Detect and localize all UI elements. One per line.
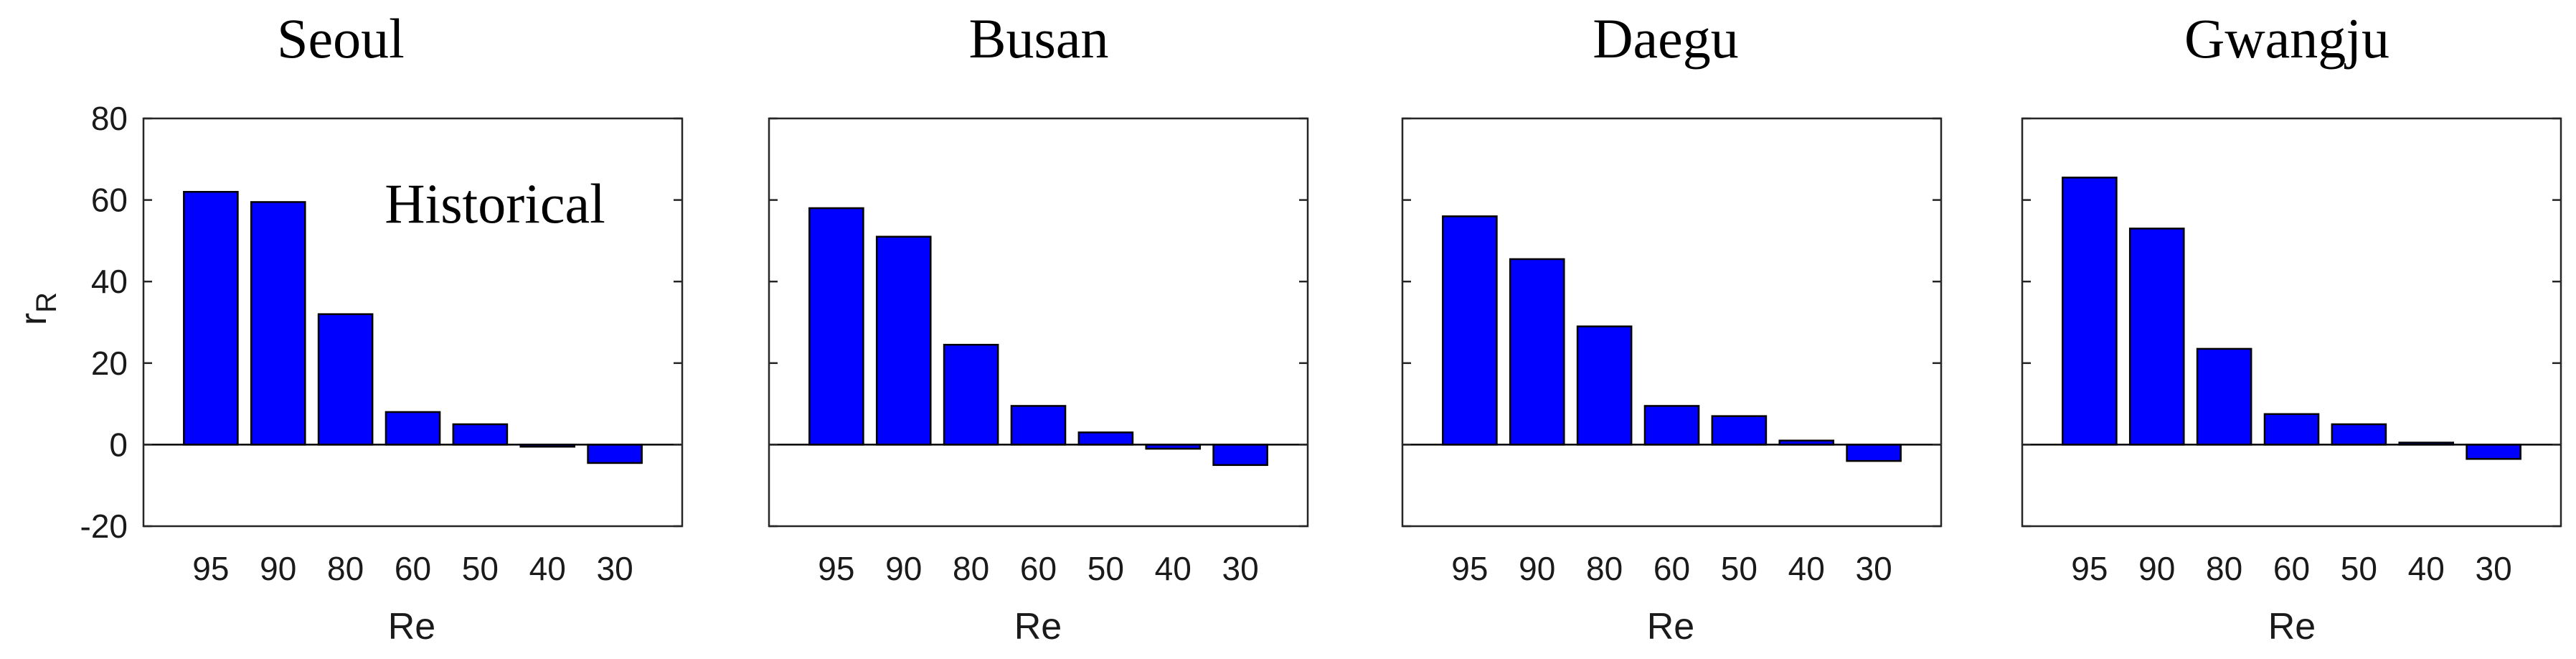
- y-axis-label-sub: R: [31, 292, 62, 313]
- x-tick-label: 40: [1155, 550, 1192, 587]
- y-tick-label: 80: [91, 100, 128, 137]
- annotation-historical: Historical: [384, 172, 605, 235]
- panel-title: Seoul: [277, 7, 405, 70]
- bar-80: [317, 313, 374, 446]
- bar-90: [250, 201, 306, 446]
- bar-30: [1846, 444, 1902, 462]
- x-axis-label: Re: [1014, 606, 1062, 648]
- x-tick-label: 95: [1451, 550, 1488, 587]
- x-tick-label: 60: [1653, 550, 1690, 587]
- chart-panel-seoul: Seoul -20 0 20 40 60 80 95 90 80 60 50 40 30 Histor…: [80, 7, 684, 648]
- x-tick-label: 90: [2138, 550, 2175, 587]
- bar-30: [1212, 444, 1268, 467]
- bar-60: [2263, 413, 2320, 446]
- x-axis-label: Re: [2268, 606, 2316, 648]
- y-ticks: [2022, 117, 2561, 528]
- x-tick-label: 90: [1519, 550, 1555, 587]
- y-ticks: [1402, 117, 1941, 528]
- bar-90: [1509, 258, 1565, 446]
- bar-80: [1576, 325, 1633, 446]
- chart-panel-busan: Busan 95 90 80 60 50 40 30 Re: [768, 7, 1309, 648]
- bar-50: [2331, 423, 2387, 446]
- bar-90: [2128, 228, 2185, 446]
- x-tick-label: 95: [192, 550, 229, 587]
- bar-95: [2062, 177, 2118, 446]
- bar-60: [384, 411, 441, 446]
- x-axis-label: Re: [1647, 606, 1694, 648]
- y-ticks: [769, 117, 1308, 528]
- bar-50: [1711, 415, 1768, 446]
- x-tick-label: 90: [260, 550, 296, 587]
- plot-frame: [1401, 117, 1943, 528]
- y-tick-label: 0: [109, 426, 128, 463]
- x-axis-label: Re: [388, 606, 435, 648]
- bar-95: [808, 207, 864, 446]
- x-ticks: 95 90 80 60 50 40 30: [2071, 550, 2511, 587]
- bar-80: [943, 343, 999, 446]
- plot-frame: [768, 117, 1309, 528]
- x-tick-label: 30: [597, 550, 633, 587]
- x-tick-label: 40: [2408, 550, 2445, 587]
- bar-group: [2062, 177, 2521, 460]
- x-ticks: 95 90 80 60 50 40 30: [1451, 550, 1892, 587]
- bar-80: [2196, 347, 2252, 446]
- y-tick-label: 20: [91, 345, 128, 382]
- chart-panel-daegu: Daegu 95 90 80 60 50 40 30 Re: [1401, 7, 1943, 648]
- bar-50: [1077, 431, 1134, 446]
- x-tick-label: 60: [395, 550, 431, 587]
- chart-panel-gwangju: Gwangju 95 90 80 60 50 40 30 Re: [2021, 7, 2562, 648]
- y-axis-label: rR: [13, 292, 62, 325]
- bar-50: [452, 423, 509, 446]
- bar-60: [1643, 405, 1700, 446]
- bar-group: [1442, 215, 1902, 462]
- x-tick-label: 60: [1020, 550, 1057, 587]
- x-tick-label: 50: [462, 550, 499, 587]
- x-tick-label: 50: [2341, 550, 2377, 587]
- y-tick-label: 60: [91, 182, 128, 219]
- bar-30: [2466, 444, 2521, 460]
- x-tick-label: 30: [2476, 550, 2512, 587]
- x-tick-label: 80: [953, 550, 989, 587]
- x-tick-label: 90: [885, 550, 922, 587]
- bar-group: [808, 207, 1268, 467]
- x-tick-label: 80: [1586, 550, 1623, 587]
- y-tick-label: -20: [80, 508, 128, 545]
- panel-title: Gwangju: [2184, 7, 2389, 70]
- x-tick-label: 50: [1721, 550, 1758, 587]
- panel-title: Busan: [969, 7, 1109, 70]
- x-ticks: 95 90 80 60 50 40 30: [818, 550, 1258, 587]
- x-tick-label: 60: [2273, 550, 2310, 587]
- bar-60: [1010, 405, 1067, 446]
- panel-title: Daegu: [1593, 7, 1739, 70]
- x-tick-label: 95: [818, 550, 854, 587]
- bar-30: [587, 444, 643, 464]
- x-tick-label: 40: [1788, 550, 1825, 587]
- x-tick-label: 30: [1222, 550, 1259, 587]
- y-axis-label-main: r: [13, 313, 55, 325]
- plot-frame: [142, 117, 684, 528]
- x-ticks: 95 90 80 60 50 40 30: [192, 550, 633, 587]
- bar-95: [183, 190, 239, 446]
- bar-95: [1442, 215, 1498, 446]
- y-tick-label: 40: [91, 263, 128, 300]
- y-ticks: -20 0 20 40 60 80: [80, 100, 682, 545]
- bar-90: [875, 235, 932, 446]
- x-tick-label: 40: [529, 550, 566, 587]
- x-tick-label: 80: [2206, 550, 2242, 587]
- x-tick-label: 50: [1088, 550, 1124, 587]
- x-tick-label: 30: [1856, 550, 1892, 587]
- x-tick-label: 80: [327, 550, 364, 587]
- plot-frame: [2021, 117, 2562, 528]
- x-tick-label: 95: [2071, 550, 2108, 587]
